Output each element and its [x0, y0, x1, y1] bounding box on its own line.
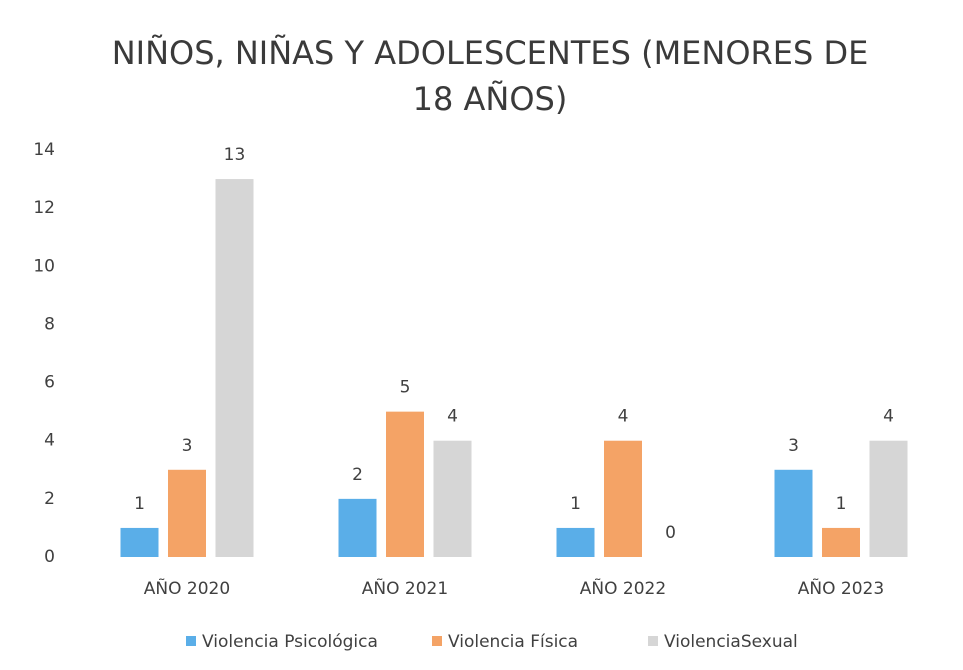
- bar: [433, 440, 472, 557]
- bar: [338, 498, 377, 557]
- data-label: 0: [665, 523, 676, 543]
- data-label: 4: [883, 407, 894, 427]
- data-label: 1: [836, 494, 847, 514]
- data-label: 2: [352, 465, 363, 485]
- legend-swatch: [432, 636, 442, 646]
- data-label: 5: [400, 378, 411, 398]
- chart-title: NIÑOS, NIÑAS Y ADOLESCENTES (MENORES DE …: [111, 34, 869, 118]
- bar: [822, 527, 860, 557]
- data-label: 13: [224, 145, 246, 165]
- bar: [215, 179, 254, 558]
- bar: [386, 411, 424, 557]
- data-label: 1: [134, 494, 145, 514]
- data-label: 4: [618, 407, 629, 427]
- bar: [120, 527, 159, 557]
- x-tick-label: AÑO 2020: [144, 577, 230, 599]
- bar: [168, 469, 206, 557]
- bar: [604, 440, 642, 557]
- legend-label: Violencia Física: [448, 632, 578, 652]
- y-tick-label: 8: [44, 314, 55, 334]
- legend-label: ViolenciaSexual: [664, 632, 798, 652]
- x-tick-label: AÑO 2023: [798, 577, 884, 599]
- bar: [869, 440, 908, 557]
- legend-label: Violencia Psicológica: [202, 632, 378, 652]
- y-tick-label: 14: [33, 140, 55, 160]
- y-tick-label: 10: [33, 256, 55, 276]
- data-label: 3: [182, 436, 193, 456]
- x-tick-label: AÑO 2021: [362, 577, 448, 599]
- x-tick-label: AÑO 2022: [580, 577, 666, 599]
- legend-swatch: [186, 636, 196, 646]
- data-label: 3: [788, 436, 799, 456]
- data-label: 1: [570, 494, 581, 514]
- y-tick-label: 0: [44, 547, 55, 567]
- data-label: 4: [447, 407, 458, 427]
- y-tick-label: 4: [44, 431, 55, 451]
- y-tick-label: 2: [44, 489, 55, 509]
- bar: [774, 469, 813, 557]
- bar: [556, 527, 595, 557]
- y-tick-label: 6: [44, 373, 55, 393]
- y-tick-label: 12: [33, 198, 55, 218]
- legend-swatch: [648, 636, 658, 646]
